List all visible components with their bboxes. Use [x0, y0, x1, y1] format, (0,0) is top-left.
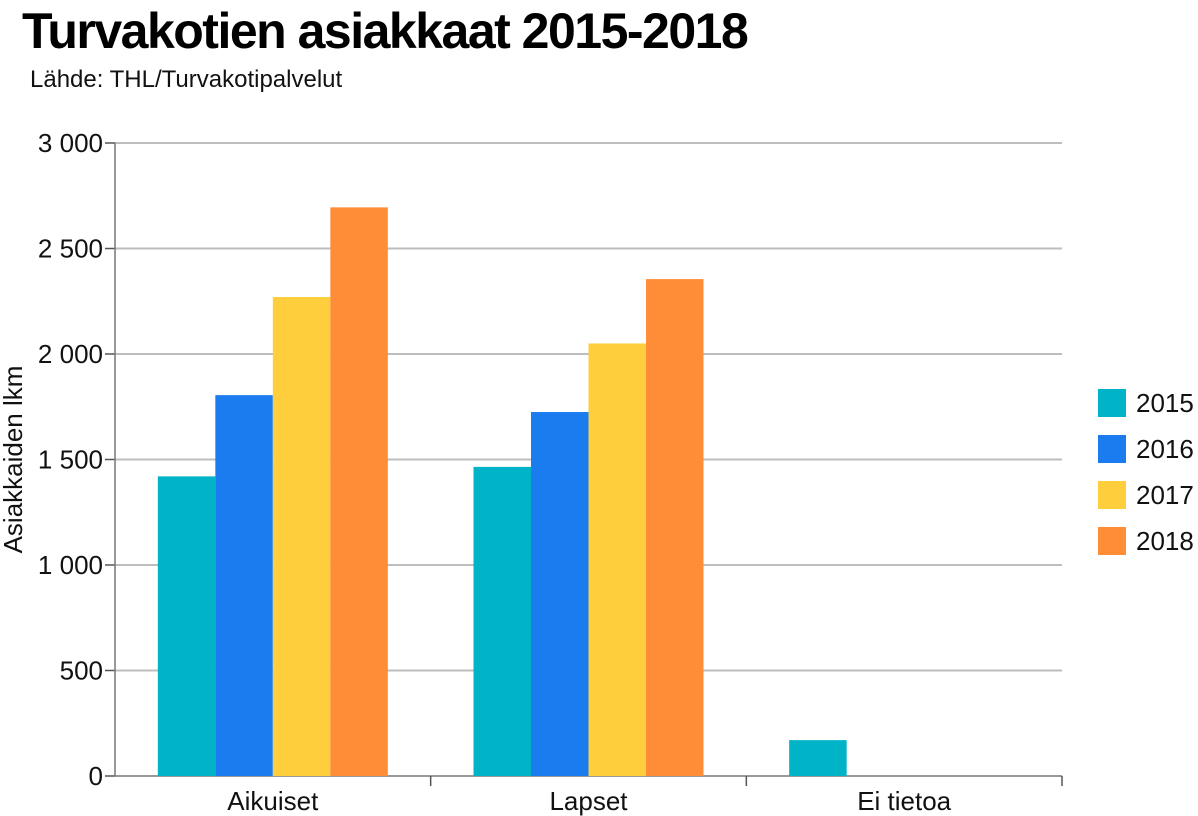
x-tick-label: Aikuiset	[227, 786, 319, 816]
y-tick-label: 1 500	[38, 445, 103, 475]
chart-subtitle: Lähde: THL/Turvakotipalvelut	[30, 66, 343, 93]
x-tick-label: Lapset	[549, 786, 628, 816]
legend-item-2016: 2016	[1098, 426, 1194, 472]
bar-2017-aikuiset	[272, 297, 331, 776]
y-tick-label: 2 000	[38, 339, 103, 369]
y-tick-label: 2 500	[38, 234, 103, 264]
bar-2015-aikuiset	[157, 476, 216, 776]
legend-label: 2016	[1136, 433, 1194, 464]
legend-swatch	[1098, 435, 1126, 463]
chart-title: Turvakotien asiakkaat 2015-2018	[22, 3, 749, 59]
legend-label: 2017	[1136, 479, 1194, 510]
x-tick-label: Ei tietoa	[857, 786, 951, 816]
legend-swatch	[1098, 527, 1126, 555]
legend-item-2017: 2017	[1098, 472, 1194, 518]
y-tick-label: 500	[60, 656, 103, 686]
y-tick-label: 1 000	[38, 550, 103, 580]
legend-label: 2018	[1136, 525, 1194, 556]
y-tick-label: 3 000	[38, 128, 103, 158]
bar-2018-lapset	[646, 279, 704, 776]
bar-2016-aikuiset	[215, 395, 273, 776]
legend-item-2018: 2018	[1098, 518, 1194, 564]
legend-item-2015: 2015	[1098, 380, 1194, 426]
legend-swatch	[1098, 389, 1126, 417]
bar-2017-lapset	[588, 343, 646, 776]
chart-legend: 2015 2016 2017 2018	[1098, 380, 1194, 564]
legend-label: 2015	[1136, 387, 1194, 418]
legend-swatch	[1098, 481, 1126, 509]
bar-2015-lapset	[473, 466, 531, 776]
bar-2018-aikuiset	[330, 207, 388, 777]
bar-2015-ei-tietoa	[789, 740, 847, 776]
bar-2016-lapset	[531, 412, 589, 776]
y-axis-label: Asiakkaiden lkm	[0, 366, 28, 554]
y-tick-label: 0	[89, 761, 103, 791]
bar-chart: 0 500 1 000 1 500 2 000 2 500 3 000 Asiakkaiden…	[0, 128, 1063, 816]
